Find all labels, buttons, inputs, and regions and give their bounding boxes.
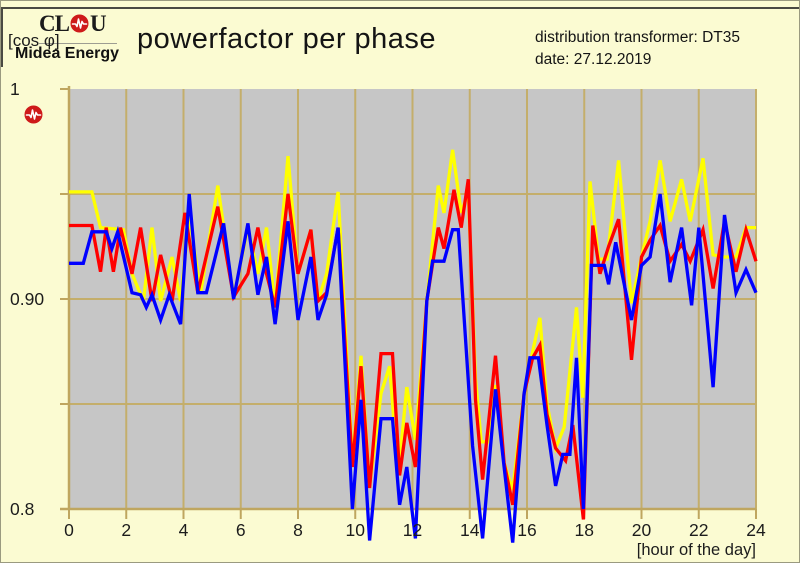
x-tick-label: 24 [746,520,766,540]
x-tick-label: 10 [346,520,366,540]
x-tick-label: 6 [236,520,246,540]
transformer-info: distribution transformer: DT35 [535,29,741,46]
x-tick-label: 0 [64,520,74,540]
logo-subtitle: Midea Energy [15,45,120,62]
logo-text-suffix: U [89,11,107,36]
y-tick-label: 0.90 [10,289,44,309]
logo-text-prefix: CL [39,11,70,36]
x-tick-label: 20 [632,520,652,540]
logo-pulse-icon [70,14,89,33]
x-tick-label: 14 [460,520,480,540]
top-frame-line [1,7,799,9]
x-tick-label: 16 [517,520,536,540]
date-info: date: 27.12.2019 [535,51,652,68]
x-tick-label: 22 [689,520,708,540]
x-tick-label: 2 [121,520,131,540]
report-info: distribution transformer: DT35 date: 27.… [535,27,740,71]
y-tick-label: 1 [10,79,20,99]
x-tick-label: 18 [575,520,594,540]
x-tick-label: 8 [293,520,303,540]
left-frame-line [1,7,3,67]
page-title: powerfactor per phase [137,23,437,55]
pulse-icon [24,105,43,124]
x-axis-title: [hour of the day] [637,541,756,559]
x-tick-label: 12 [403,520,422,540]
x-tick-label: 4 [179,520,189,540]
logo-divider [39,43,117,44]
clou-logo: CL U [39,11,107,36]
y-tick-label: 0.8 [10,499,34,519]
series-phase-blue [69,193,758,543]
y-axis-unit-label: [cos φ] [8,31,60,50]
